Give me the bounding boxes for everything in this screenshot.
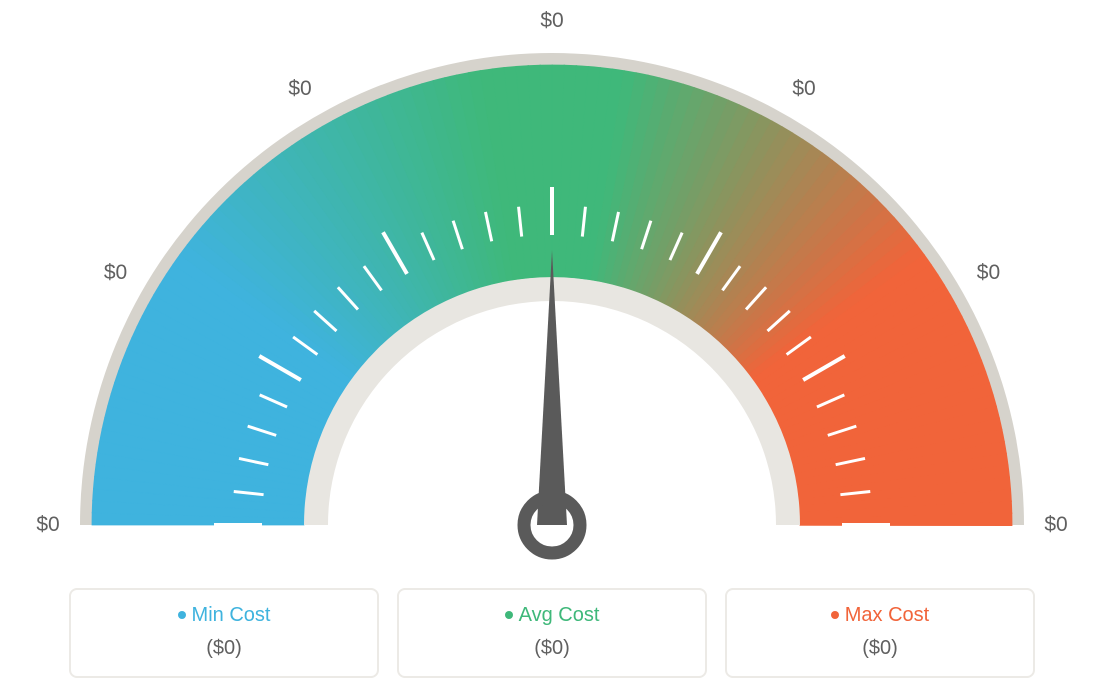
gauge-tick-label: $0 [540, 9, 563, 33]
legend-label-max: Max Cost [845, 604, 929, 626]
gauge-chart: $0 $0 $0 $0 $0 $0 $0 [0, 0, 1104, 560]
legend-label-avg: Avg Cost [519, 604, 600, 626]
legend-label-min: Min Cost [192, 604, 271, 626]
dot-icon [178, 611, 186, 619]
gauge-tick-label: $0 [36, 513, 59, 537]
gauge-tick-label: $0 [104, 261, 127, 285]
dot-icon [831, 611, 839, 619]
gauge-tick-label: $0 [977, 261, 1000, 285]
legend-value-avg: ($0) [409, 637, 695, 660]
legend-title-max: Max Cost [737, 604, 1023, 627]
legend-card-max: Max Cost ($0) [725, 588, 1035, 678]
legend-value-max: ($0) [737, 637, 1023, 660]
gauge-svg [0, 0, 1104, 560]
gauge-tick-label: $0 [792, 77, 815, 101]
legend-card-min: Min Cost ($0) [69, 588, 379, 678]
gauge-tick-label: $0 [288, 77, 311, 101]
legend-card-avg: Avg Cost ($0) [397, 588, 707, 678]
legend-value-min: ($0) [81, 637, 367, 660]
legend-title-avg: Avg Cost [409, 604, 695, 627]
gauge-tick-label: $0 [1044, 513, 1067, 537]
legend-title-min: Min Cost [81, 604, 367, 627]
legend-row: Min Cost ($0) Avg Cost ($0) Max Cost ($0… [0, 588, 1104, 678]
dot-icon [505, 611, 513, 619]
